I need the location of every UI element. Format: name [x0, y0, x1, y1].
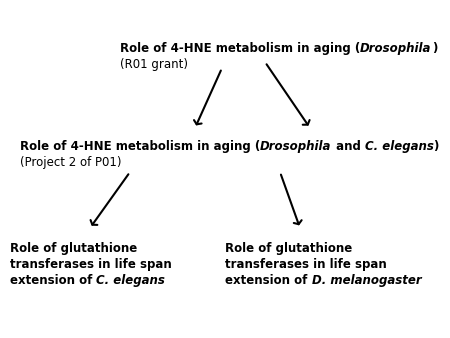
Text: Role of glutathione: Role of glutathione [225, 242, 352, 255]
Text: extension of: extension of [225, 274, 311, 287]
Text: D. melanogaster: D. melanogaster [311, 274, 421, 287]
Text: (R01 grant): (R01 grant) [120, 58, 188, 71]
Text: Role of 4-HNE metabolism in aging (: Role of 4-HNE metabolism in aging ( [120, 42, 360, 55]
Text: Drosophila: Drosophila [260, 140, 332, 153]
Text: extension of: extension of [10, 274, 96, 287]
Text: transferases in life span: transferases in life span [225, 258, 387, 271]
Text: (Project 2 of P01): (Project 2 of P01) [20, 156, 122, 169]
Text: C. elegans: C. elegans [364, 140, 433, 153]
Text: Role of 4-HNE metabolism in aging (: Role of 4-HNE metabolism in aging ( [20, 140, 260, 153]
Text: ): ) [433, 140, 439, 153]
Text: ): ) [432, 42, 437, 55]
Text: Role of glutathione: Role of glutathione [10, 242, 137, 255]
Text: C. elegans: C. elegans [96, 274, 166, 287]
Text: and: and [332, 140, 364, 153]
Text: transferases in life span: transferases in life span [10, 258, 172, 271]
Text: Drosophila: Drosophila [360, 42, 432, 55]
